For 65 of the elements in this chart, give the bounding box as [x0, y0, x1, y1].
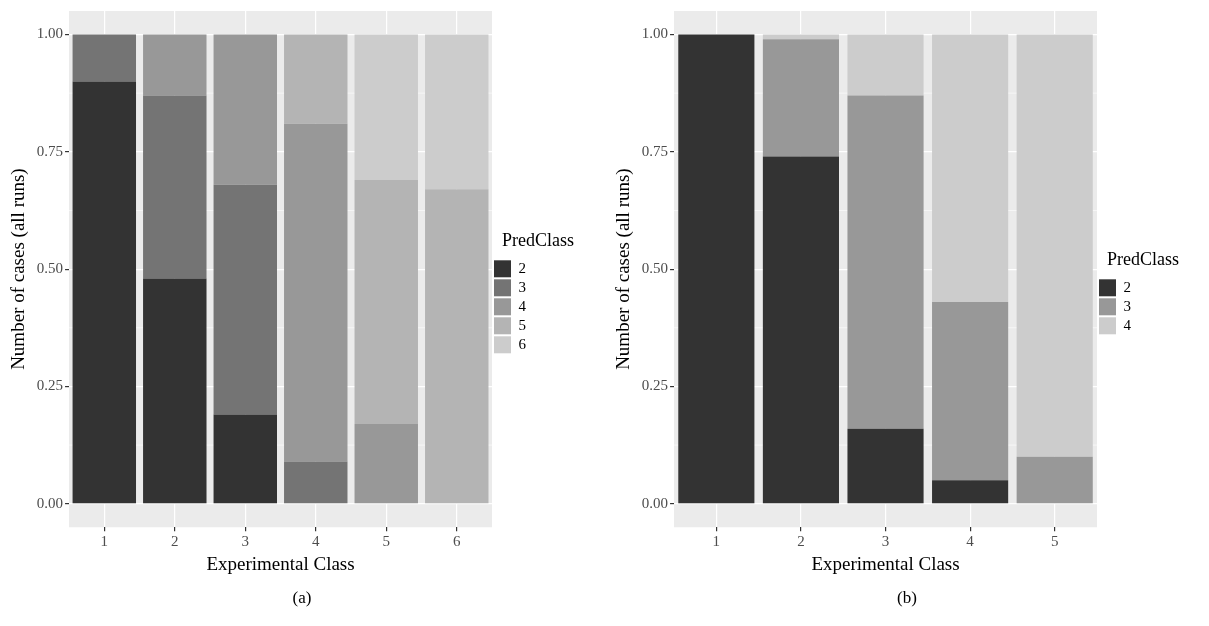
x-tick-label: 4: [312, 533, 321, 550]
y-tick-label: 0.75: [36, 142, 64, 159]
x-tick-label: 6: [453, 533, 461, 550]
bar: [932, 34, 1009, 302]
x-tick-label: 2: [171, 533, 179, 550]
x-axis-title: Experimental Class: [206, 552, 355, 574]
y-tick-label: 0.50: [641, 260, 669, 277]
bar: [1016, 456, 1093, 504]
x-tick-label: 1: [100, 533, 109, 550]
y-tick-label: 0.75: [641, 142, 669, 159]
bar: [72, 81, 137, 504]
bar: [847, 428, 924, 504]
bar: [1016, 34, 1093, 457]
text: (b): [896, 588, 918, 608]
bar: [143, 34, 207, 96]
x-tick-label: 4: [966, 533, 975, 550]
y-tick-label: 0.00: [641, 494, 669, 511]
bar: [932, 480, 1009, 504]
bar: [847, 95, 924, 429]
bar: [762, 39, 839, 157]
bar: [213, 34, 277, 185]
bar: [284, 461, 348, 504]
legend-label: 5: [518, 316, 526, 333]
y-tick-label: 1.00: [641, 25, 669, 42]
legend-label: 3: [1123, 297, 1131, 314]
bar: [354, 34, 418, 180]
bar: [72, 34, 137, 82]
legend-label: 4: [1123, 316, 1132, 333]
bar: [678, 34, 755, 504]
bar: [213, 184, 277, 415]
y-axis-title: Number of cases (all runs): [7, 168, 30, 370]
bar: [143, 95, 207, 279]
x-tick-label: 3: [241, 533, 250, 550]
x-tick-label: 5: [382, 533, 391, 550]
bar: [847, 34, 924, 96]
bar: [762, 156, 839, 504]
x-tick-label: 3: [881, 533, 890, 550]
legend-label: 4: [518, 297, 527, 314]
bar: [354, 423, 418, 504]
legend-label: 3: [518, 278, 526, 295]
y-tick-label: 0.50: [36, 260, 64, 277]
x-tick-label: 2: [797, 533, 805, 550]
y-axis-title: Number of cases (all runs): [612, 168, 635, 370]
bar: [284, 34, 348, 124]
text: (a): [291, 588, 313, 608]
y-tick-label: 0.25: [641, 377, 669, 394]
legend-label: 2: [1123, 278, 1131, 295]
legend-label: 2: [518, 259, 526, 276]
bar: [143, 278, 207, 504]
y-tick-label: 0.00: [36, 494, 64, 511]
bar: [762, 34, 839, 40]
y-tick-label: 0.25: [36, 377, 64, 394]
x-tick-label: 5: [1050, 533, 1059, 550]
bar: [213, 414, 277, 504]
legend-label: 6: [518, 335, 527, 352]
bar: [932, 301, 1009, 481]
bar: [425, 34, 489, 190]
legend-title: PredClass: [502, 230, 574, 251]
legend-title: PredClass: [1107, 249, 1179, 270]
bar: [354, 179, 418, 424]
bar: [425, 189, 489, 504]
y-tick-label: 1.00: [36, 25, 64, 42]
x-axis-title: Experimental Class: [811, 552, 960, 574]
x-tick-label: 1: [712, 533, 721, 550]
bar: [284, 123, 348, 462]
